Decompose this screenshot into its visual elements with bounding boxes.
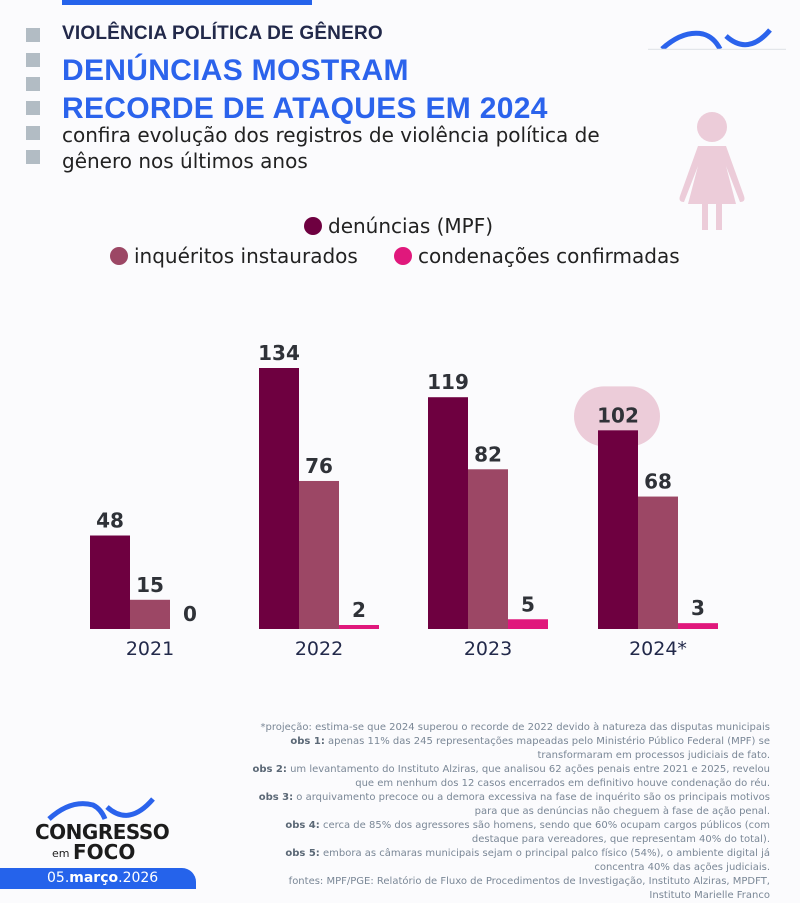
date-day: 05.	[47, 870, 70, 886]
note-text: cerca de 85% dos agressores são homens, …	[319, 820, 770, 845]
data-label: 76	[305, 454, 333, 478]
bar	[130, 599, 170, 629]
note-5: obs 5: embora as câmaras municipais seja…	[250, 847, 770, 875]
data-label: 82	[474, 442, 502, 466]
bar	[638, 496, 678, 629]
bar	[299, 480, 339, 629]
x-tick-label: 2021	[126, 638, 174, 660]
subtitle: confira evolução dos registros de violên…	[62, 123, 600, 173]
title-line: DENÚNCIAS MOSTRAM	[62, 54, 409, 87]
data-label: 48	[96, 509, 124, 533]
bar	[90, 535, 130, 629]
legend-dot	[304, 217, 322, 235]
data-label: 15	[136, 573, 164, 597]
note-label: obs 4:	[285, 820, 320, 831]
logo-congresso: CONGRESSO	[35, 820, 170, 844]
highlight-bubble	[574, 386, 660, 447]
x-tick-label: 2023	[464, 638, 512, 660]
date-month: março	[69, 870, 119, 886]
data-label: 2	[352, 598, 366, 622]
top-accent-bar	[62, 0, 312, 5]
decor-square	[26, 126, 40, 140]
date-bar: 05.março.2026	[0, 868, 196, 889]
note-text: um levantamento do Instituto Alziras, qu…	[286, 764, 770, 789]
legend-item-inqueritos: inquéritos instaurados	[110, 244, 358, 268]
projection-note: *projeção: estima-se que 2024 superou o …	[260, 722, 771, 733]
logo-foco: FOCO	[73, 840, 136, 864]
legend-item-condenacoes: condenações confirmadas	[394, 244, 680, 268]
note-3: obs 3: o arquivamento precoce ou a demor…	[250, 791, 770, 819]
decor-square	[26, 101, 40, 115]
decor-square	[26, 77, 40, 91]
legend-label: inquéritos instaurados	[134, 244, 358, 268]
kicker: VIOLÊNCIA POLÍTICA DE GÊNERO	[62, 23, 383, 44]
data-label: 68	[644, 470, 672, 494]
note-label: obs 1:	[290, 736, 325, 747]
legend-dot	[110, 247, 128, 265]
legend-item-denuncias: denúncias (MPF)	[304, 214, 493, 238]
bar	[508, 619, 548, 629]
bar	[259, 368, 299, 629]
data-label: 5	[521, 592, 535, 616]
note-label: obs 2:	[252, 764, 287, 775]
bar	[468, 469, 508, 629]
date-year: .2026	[118, 870, 159, 886]
woman-icon	[679, 112, 745, 230]
note-4: obs 4: cerca de 85% dos agressores são h…	[250, 819, 770, 847]
note-1: obs 1: apenas 11% das 245 representações…	[250, 735, 770, 763]
legend-label: condenações confirmadas	[418, 244, 680, 268]
brand-wave-icon	[47, 797, 155, 821]
title-line: RECORDE DE ATAQUES EM 2024	[62, 92, 548, 125]
note-label: obs 5:	[285, 848, 320, 859]
data-label: 3	[691, 596, 705, 620]
note-label: obs 3:	[258, 792, 294, 803]
data-label: 102	[597, 403, 639, 427]
note-text: apenas 11% das 245 representações mapead…	[324, 736, 770, 761]
brand-wave-icon	[648, 28, 786, 50]
data-label: 134	[258, 341, 300, 365]
x-tick-label: 2022	[295, 638, 343, 660]
page-title: DENÚNCIAS MOSTRAM RECORDE DE ATAQUES EM …	[62, 52, 548, 128]
decor-square	[26, 28, 40, 42]
logo-em: em	[52, 847, 70, 860]
sources: fontes: MPF/PGE: Relatório de Fluxo de P…	[288, 876, 770, 901]
bar	[598, 430, 638, 629]
bar	[428, 397, 468, 629]
x-tick-label: 2024*	[629, 638, 687, 660]
legend-label: denúncias (MPF)	[328, 214, 494, 238]
data-label: 0	[183, 602, 197, 626]
note-2: obs 2: um levantamento do Instituto Alzi…	[250, 763, 770, 791]
data-label: 119	[427, 370, 469, 394]
note-text: o arquivamento precoce ou a demora exces…	[293, 792, 770, 817]
decor-square	[26, 150, 40, 164]
note-text: embora as câmaras municipais sejam o pri…	[319, 848, 770, 873]
legend-dot	[394, 247, 412, 265]
bar	[678, 623, 718, 629]
footnotes: *projeção: estima-se que 2024 superou o …	[250, 721, 770, 903]
decor-square	[26, 53, 40, 67]
bar	[339, 625, 379, 629]
